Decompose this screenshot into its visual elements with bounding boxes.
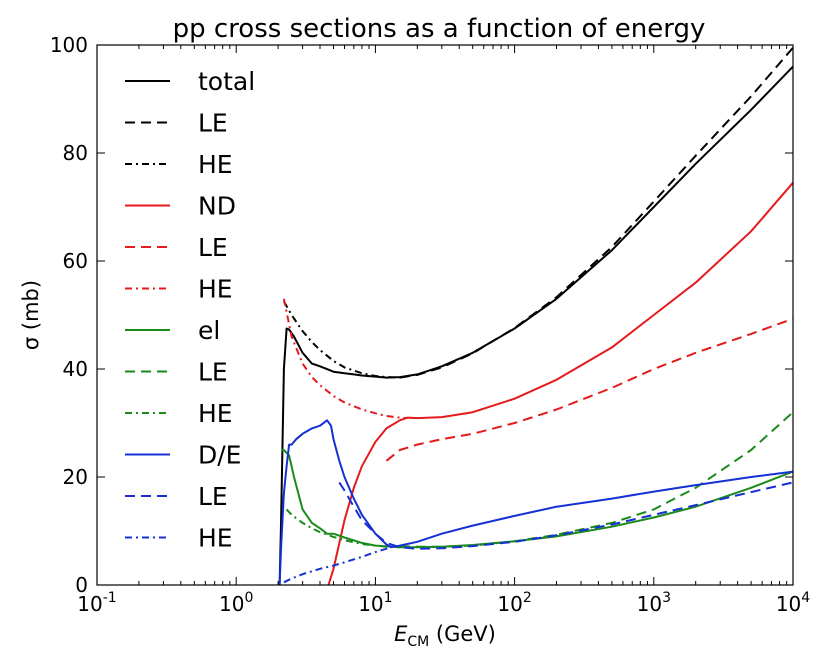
legend-label: LE bbox=[198, 358, 228, 387]
series-line-10 bbox=[338, 481, 794, 550]
series-line-0 bbox=[278, 65, 794, 586]
series-line-2 bbox=[283, 301, 400, 379]
series-line-11 bbox=[283, 546, 392, 584]
chart-title: pp cross sections as a function of energ… bbox=[173, 14, 706, 44]
y-tick-label: 40 bbox=[63, 357, 88, 381]
y-tick-label: 20 bbox=[63, 465, 88, 489]
y-tick-label: 80 bbox=[63, 141, 88, 165]
legend: total LE HE ND LE HE el LE HE D/E LE HE bbox=[125, 67, 255, 553]
x-tick-label: 10-1 bbox=[77, 590, 116, 616]
x-tick-label: 102 bbox=[497, 590, 531, 616]
legend-label: LE bbox=[198, 233, 228, 262]
legend-label: total bbox=[198, 67, 255, 96]
series-line-8 bbox=[285, 508, 400, 549]
x-tick-label: 101 bbox=[358, 590, 392, 616]
legend-label: HE bbox=[198, 399, 233, 428]
legend-label: HE bbox=[198, 275, 233, 304]
series-line-7 bbox=[399, 411, 794, 548]
legend-label: LE bbox=[198, 482, 228, 511]
x-tick-label: 103 bbox=[637, 590, 671, 616]
x-tick-label: 100 bbox=[219, 590, 253, 616]
legend-label: HE bbox=[198, 524, 233, 553]
y-tick-label: 0 bbox=[75, 573, 88, 597]
series-line-5 bbox=[282, 298, 408, 420]
series-line-6 bbox=[281, 449, 794, 549]
legend-label: D/E bbox=[198, 441, 241, 470]
legend-label: ND bbox=[198, 192, 236, 221]
series-line-9 bbox=[278, 419, 794, 586]
legend-label: LE bbox=[198, 109, 228, 138]
x-tick-label: 104 bbox=[776, 590, 810, 616]
y-tick-label: 60 bbox=[63, 249, 88, 273]
plot-frame bbox=[96, 44, 794, 586]
y-tick-label: 100 bbox=[50, 33, 88, 57]
series-line-4 bbox=[385, 317, 794, 462]
series-line-1 bbox=[399, 47, 794, 379]
legend-label: HE bbox=[198, 150, 233, 179]
x-axis-label: ECM (GeV) bbox=[394, 622, 496, 650]
legend-label: el bbox=[198, 316, 220, 345]
series-line-3 bbox=[327, 182, 794, 586]
y-axis-label: σ (mb) bbox=[19, 280, 43, 350]
